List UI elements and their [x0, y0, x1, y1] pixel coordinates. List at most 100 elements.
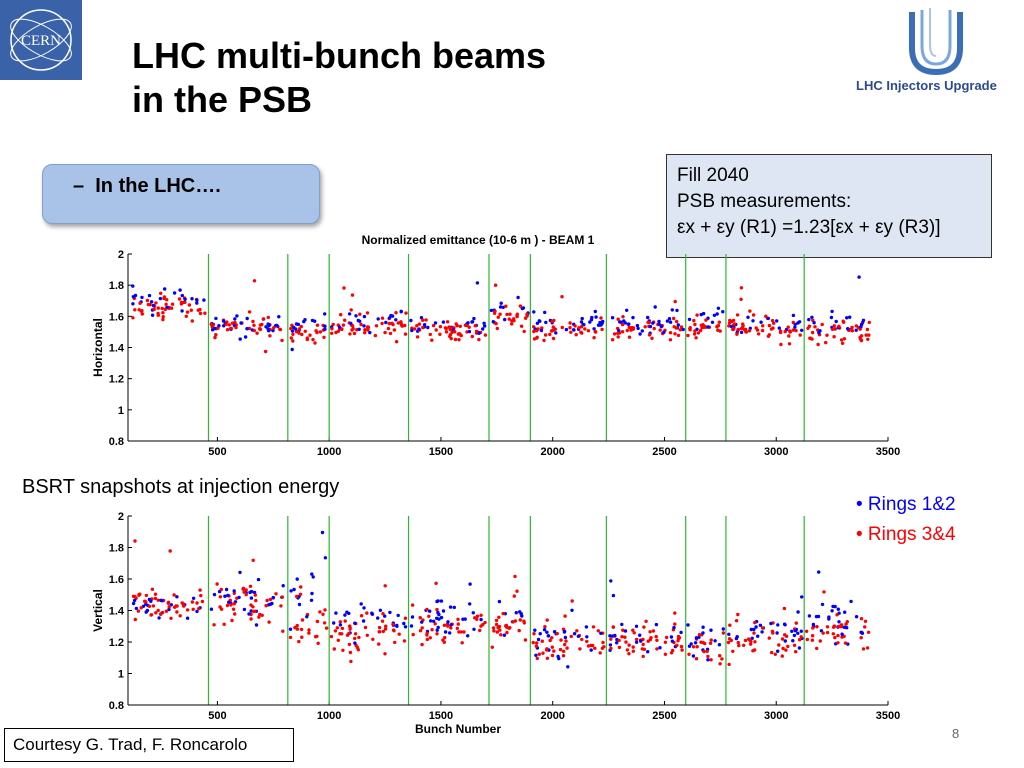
- point-rings-12: [533, 628, 537, 632]
- point-rings-34: [381, 629, 385, 634]
- point-rings-34: [709, 638, 713, 642]
- point-rings-34: [200, 599, 205, 604]
- point-rings-34: [644, 619, 648, 623]
- point-rings-34: [138, 301, 142, 305]
- point-rings-34: [716, 328, 720, 332]
- point-rings-34: [179, 300, 184, 305]
- point-rings-34: [333, 629, 338, 633]
- point-rings-34: [330, 327, 334, 331]
- point-rings-34: [445, 320, 450, 324]
- point-rings-34: [189, 308, 193, 312]
- point-rings-34: [565, 646, 569, 650]
- point-rings-34: [568, 326, 572, 330]
- point-rings-34: [578, 647, 582, 651]
- point-rings-34: [133, 308, 137, 312]
- point-rings-34: [786, 325, 790, 329]
- point-rings-34: [247, 310, 252, 314]
- point-rings-34: [431, 323, 436, 328]
- point-rings-34: [729, 319, 734, 324]
- point-rings-12: [274, 323, 279, 327]
- point-rings-12: [807, 317, 811, 322]
- point-rings-34: [543, 333, 548, 337]
- point-rings-34: [493, 283, 498, 287]
- point-rings-34: [822, 590, 826, 594]
- point-rings-34: [755, 328, 760, 332]
- point-rings-12: [178, 288, 182, 292]
- point-rings-34: [740, 325, 745, 330]
- point-rings-12: [288, 627, 293, 631]
- point-rings-34: [288, 635, 293, 640]
- point-rings-12: [491, 320, 495, 324]
- point-rings-12: [634, 624, 639, 628]
- point-rings-34: [403, 332, 408, 336]
- point-rings-34: [764, 314, 768, 318]
- point-rings-34: [799, 635, 803, 639]
- point-rings-12: [256, 577, 261, 582]
- point-rings-12: [281, 584, 285, 588]
- point-rings-34: [215, 582, 219, 586]
- point-rings-12: [536, 637, 541, 642]
- point-rings-12: [390, 314, 395, 318]
- point-rings-12: [214, 316, 218, 321]
- point-rings-12: [323, 312, 327, 316]
- point-rings-34: [560, 295, 564, 299]
- point-rings-34: [374, 324, 379, 328]
- point-rings-34: [230, 618, 234, 623]
- point-rings-34: [420, 626, 424, 630]
- point-rings-12: [657, 322, 661, 326]
- point-rings-34: [519, 324, 524, 328]
- point-rings-34: [478, 628, 482, 633]
- point-rings-34: [753, 640, 757, 644]
- point-rings-34: [706, 654, 710, 659]
- point-rings-12: [766, 316, 770, 321]
- point-rings-12: [611, 593, 616, 598]
- point-rings-34: [161, 311, 165, 315]
- point-rings-34: [767, 333, 771, 337]
- point-rings-12: [727, 632, 731, 636]
- point-rings-12: [640, 329, 644, 333]
- point-rings-12: [631, 315, 635, 320]
- point-rings-34: [586, 644, 591, 648]
- point-rings-34: [569, 634, 573, 639]
- point-rings-34: [743, 327, 748, 332]
- point-rings-12: [466, 321, 470, 325]
- point-rings-34: [548, 638, 552, 643]
- point-rings-34: [705, 649, 709, 653]
- point-rings-12: [131, 601, 136, 606]
- point-rings-12: [266, 327, 270, 331]
- point-rings-34: [579, 325, 584, 329]
- point-rings-34: [863, 619, 868, 623]
- point-rings-12: [546, 634, 551, 638]
- point-rings-34: [663, 652, 668, 656]
- point-rings-34: [598, 651, 602, 655]
- point-rings-12: [721, 627, 725, 631]
- point-rings-34: [531, 640, 535, 645]
- point-rings-34: [580, 637, 584, 642]
- x-tick-label: 500: [208, 710, 226, 722]
- point-rings-34: [552, 318, 556, 323]
- point-rings-12: [353, 641, 357, 645]
- point-rings-34: [313, 341, 317, 345]
- point-rings-34: [569, 330, 573, 334]
- point-rings-34: [424, 318, 428, 322]
- point-rings-34: [295, 623, 299, 628]
- horizontal-emittance-chart: Normalized emittance (10-6 m ) - BEAM 1 H…: [91, 233, 900, 458]
- point-rings-12: [799, 629, 803, 633]
- point-rings-34: [854, 324, 859, 328]
- point-rings-12: [150, 313, 155, 317]
- point-rings-12: [305, 615, 309, 619]
- x-tick-label: 2000: [540, 710, 564, 722]
- point-rings-34: [494, 618, 499, 623]
- point-rings-34: [810, 638, 815, 642]
- point-rings-34: [794, 328, 798, 333]
- point-rings-34: [219, 607, 224, 611]
- point-rings-12: [297, 602, 302, 607]
- point-rings-12: [817, 570, 821, 574]
- point-rings-34: [780, 654, 784, 658]
- point-rings-34: [858, 337, 862, 341]
- point-rings-12: [691, 654, 696, 658]
- point-rings-34: [187, 303, 192, 307]
- point-rings-34: [175, 610, 179, 614]
- point-rings-34: [199, 593, 203, 598]
- point-rings-12: [518, 610, 522, 614]
